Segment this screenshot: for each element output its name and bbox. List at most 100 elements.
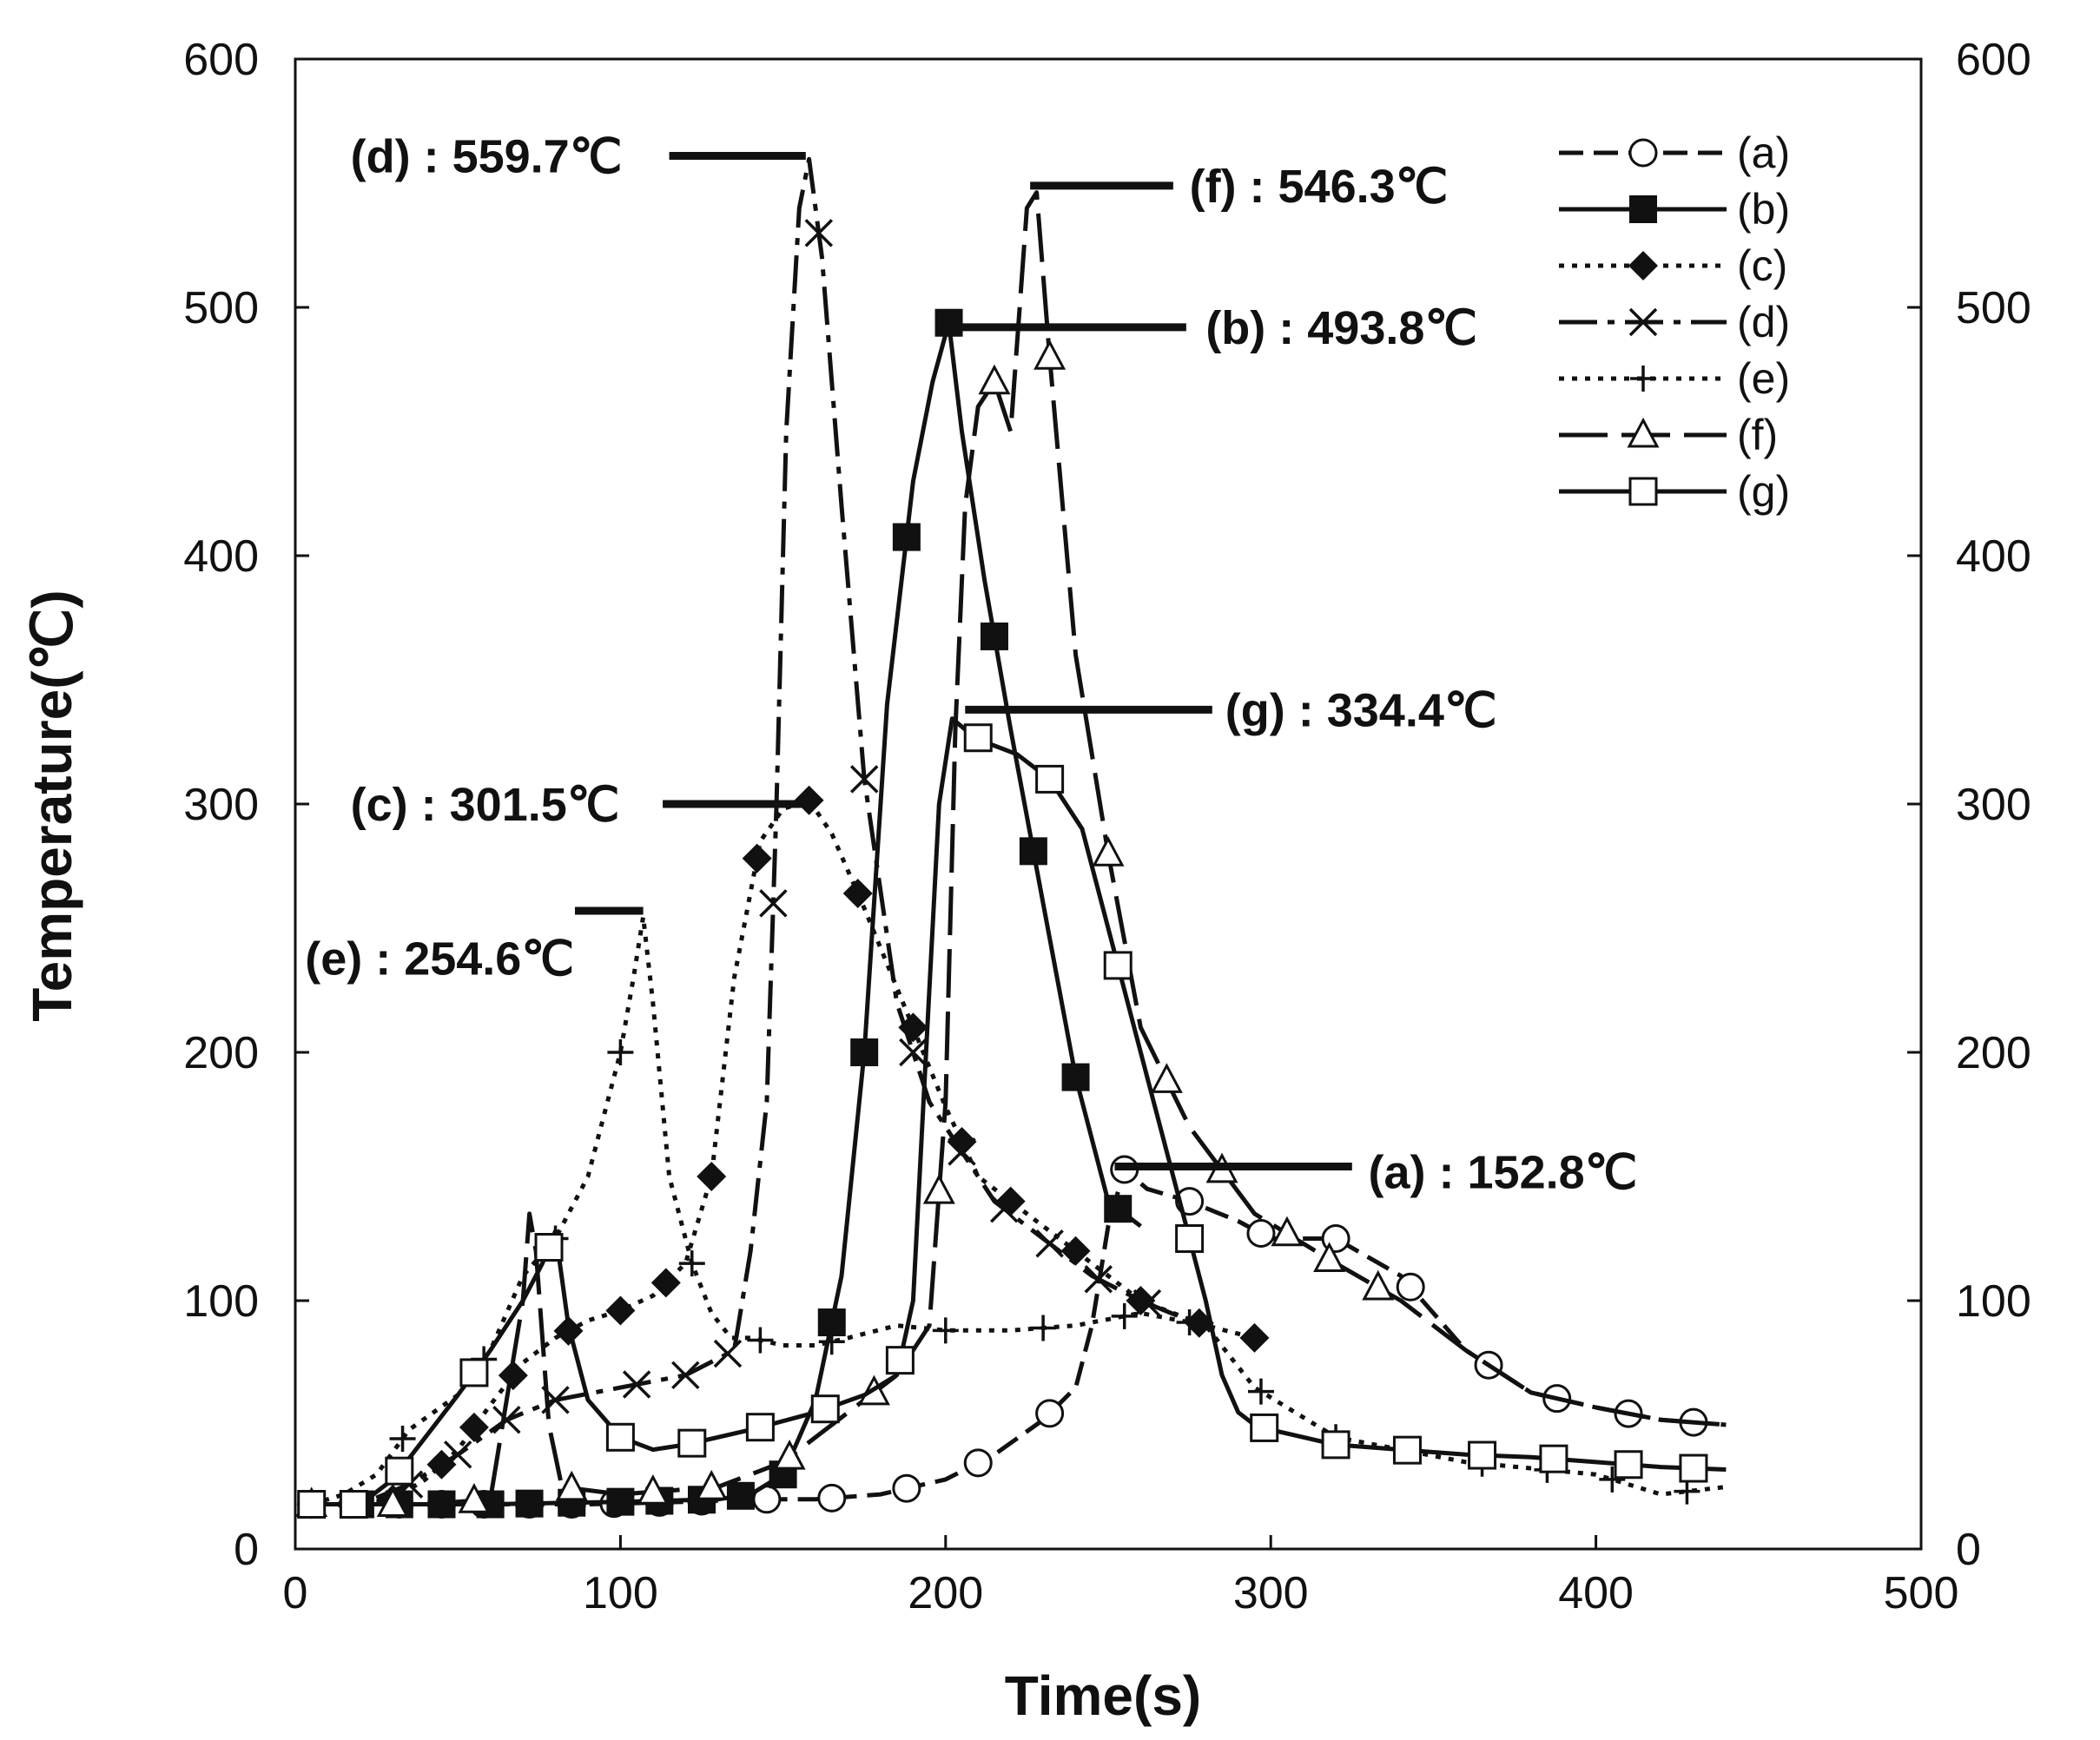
series-point-e [1674, 1478, 1700, 1505]
series-point-f [458, 1483, 491, 1513]
y-axis-title: Temperature(℃) [21, 590, 83, 1021]
series-point-a [817, 1483, 847, 1513]
legend-entry-c: (c) [1559, 241, 1787, 290]
series-point-g [1614, 1450, 1643, 1480]
series-point-g [810, 1394, 840, 1424]
series-point-f [555, 1470, 588, 1501]
series-point-b [726, 1481, 755, 1510]
series-point-g [534, 1233, 564, 1262]
series-point-e [607, 1039, 634, 1065]
series-point-g [1103, 951, 1133, 980]
series-point-e [747, 1327, 774, 1354]
peak-label-b: (b) : 493.8℃ [1205, 302, 1477, 354]
series-point-e [1247, 1378, 1274, 1405]
series-point-d [443, 1440, 472, 1469]
series-point-d [759, 889, 788, 918]
series-point-g [1321, 1430, 1350, 1460]
legend-marker-a [1628, 138, 1658, 168]
legend-entry-g: (g) [1559, 467, 1790, 516]
series-point-d [671, 1361, 700, 1390]
x-tick-label: 400 [1558, 1568, 1634, 1618]
legend-label-c: (c) [1737, 241, 1787, 290]
series-point-g [885, 1346, 915, 1375]
series-point-g [677, 1428, 707, 1458]
y-tick-label: 600 [183, 35, 259, 85]
y2-tick-label: 100 [1956, 1276, 2031, 1327]
series-point-g [1035, 764, 1065, 794]
legend-entry-d: (d) [1559, 298, 1790, 346]
series-point-a [892, 1473, 921, 1503]
legend-marker-g [1628, 477, 1658, 506]
peak-label-f: (f) : 546.3℃ [1190, 161, 1449, 213]
series-point-d [492, 1406, 521, 1434]
peak-label-d: (d) : 559.7℃ [351, 131, 623, 183]
series-point-f [1271, 1216, 1304, 1247]
series-layer [295, 156, 1727, 1519]
series-point-g [459, 1358, 489, 1387]
series-point-g [745, 1413, 775, 1442]
series-point-c [947, 1126, 977, 1157]
series-line-e [310, 914, 1727, 1506]
y-tick-label: 300 [183, 780, 259, 830]
series-point-e [678, 1250, 705, 1277]
series-point-f [1362, 1269, 1395, 1301]
series-line-g [311, 716, 1727, 1506]
series-point-c [742, 843, 772, 873]
y2-tick-label: 400 [1956, 531, 2031, 582]
series-point-c [650, 1268, 681, 1298]
series-point-c [498, 1361, 528, 1391]
series-point-d [713, 1339, 743, 1368]
peak-annotations: (d) : 559.7℃ (f) : 546.3℃ (b) : 493.8℃ (g) … [305, 131, 1637, 1199]
series-point-b [980, 622, 1008, 650]
series-point-e [818, 1328, 845, 1355]
series-point-f [1092, 836, 1125, 867]
series-point-d [1035, 1229, 1064, 1258]
series-point-g [1392, 1435, 1422, 1465]
series-point-a [1035, 1399, 1065, 1428]
legend-marker-d [1628, 307, 1658, 337]
legend-label-b: (b) [1737, 185, 1790, 234]
series-point-c [1239, 1322, 1270, 1353]
series-point-e [389, 1426, 416, 1453]
series-point-e [1599, 1466, 1626, 1493]
series-line-c [311, 798, 1256, 1506]
series-point-a [963, 1448, 993, 1478]
series-point-b [1104, 1195, 1133, 1223]
series-point-b [1061, 1063, 1090, 1091]
peak-label-e: (e) : 254.6℃ [305, 933, 574, 985]
series-point-a [1396, 1272, 1425, 1302]
series-point-g [1539, 1444, 1568, 1473]
series-point-b [892, 523, 921, 551]
series-point-b [1019, 837, 1047, 866]
series-point-g [339, 1490, 368, 1519]
x-axis-title: Time(s) [1005, 1664, 1201, 1727]
series-point-g [605, 1422, 635, 1452]
legend-label-a: (a) [1737, 129, 1790, 177]
peak-label-c: (c) : 301.5℃ [351, 779, 620, 831]
series-line-d [311, 156, 1191, 1506]
y-tick-label: 500 [183, 283, 259, 333]
legend-label-f: (f) [1737, 411, 1778, 459]
series-point-f [376, 1486, 409, 1518]
series-point-f [1313, 1242, 1346, 1273]
series-point-b [934, 308, 963, 337]
series-point-d [989, 1194, 1019, 1223]
series-point-g [297, 1490, 327, 1519]
series-point-c [1060, 1236, 1091, 1266]
series-point-f [773, 1439, 806, 1470]
series-point-d [849, 765, 879, 794]
peak-label-g: (g) : 334.4℃ [1225, 684, 1497, 736]
x-tick-label: 0 [283, 1568, 308, 1618]
series-point-e [932, 1317, 959, 1344]
series-point-d [1133, 1289, 1162, 1318]
series-point-c [1126, 1286, 1156, 1315]
series-point-g [385, 1456, 414, 1486]
series-point-d [622, 1370, 651, 1399]
series-point-a [1246, 1218, 1276, 1248]
legend-marker-f [1627, 417, 1660, 448]
series-point-d [899, 1038, 928, 1067]
series-point-d [948, 1137, 976, 1166]
x-tick-label: 300 [1233, 1568, 1309, 1618]
series-point-b [515, 1489, 544, 1518]
